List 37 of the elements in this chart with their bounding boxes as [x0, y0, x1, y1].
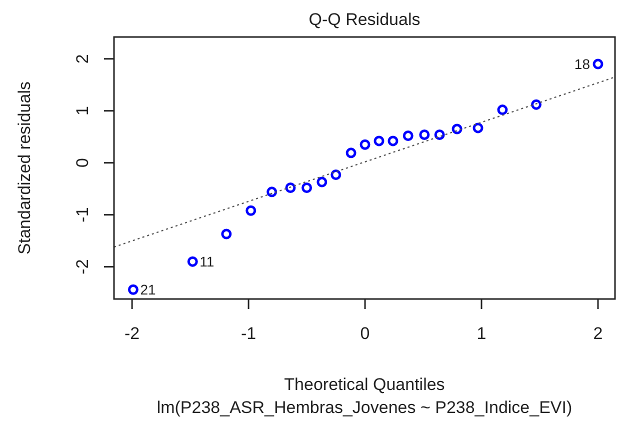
- x-axis-title: Theoretical Quantiles: [284, 375, 445, 394]
- y-tick-label: -1: [73, 207, 92, 222]
- point: [531, 99, 542, 110]
- annotation: 11: [200, 254, 214, 270]
- point: [346, 148, 356, 158]
- y-tick-label: 1: [73, 106, 92, 116]
- y-tick-label: 0: [73, 158, 92, 168]
- point: [434, 129, 445, 140]
- point: [360, 139, 370, 150]
- text: lm(P238_ASR_Hembras_Jovenes ~ P238_Indice_EVI): [156, 398, 572, 417]
- point: [221, 228, 232, 240]
- point: [472, 122, 484, 134]
- point: [374, 136, 384, 146]
- x-tick-label: -2: [124, 324, 140, 343]
- point: [128, 284, 138, 295]
- point: [302, 182, 312, 194]
- point: [452, 124, 462, 134]
- y-axis-title: Standardized residuals: [15, 82, 34, 254]
- point: [419, 129, 430, 140]
- annotation: 21: [140, 282, 156, 298]
- point: [266, 186, 278, 198]
- point: [402, 130, 414, 142]
- point: [246, 205, 256, 216]
- annotation: 18: [574, 56, 590, 72]
- y-tick-label: 2: [73, 54, 92, 64]
- point: [592, 58, 604, 70]
- point: [388, 136, 398, 146]
- x-tick-label: 1: [476, 324, 486, 343]
- point: [497, 104, 508, 116]
- chart-title: Q-Q Residuals: [308, 10, 420, 29]
- x-tick-label: 0: [360, 324, 370, 343]
- point: [285, 182, 296, 194]
- x-tick-label: -1: [240, 324, 256, 343]
- point: [316, 176, 328, 188]
- point: [187, 256, 198, 267]
- x-tick-label: 2: [593, 324, 603, 343]
- y-tick-label: -2: [73, 259, 92, 274]
